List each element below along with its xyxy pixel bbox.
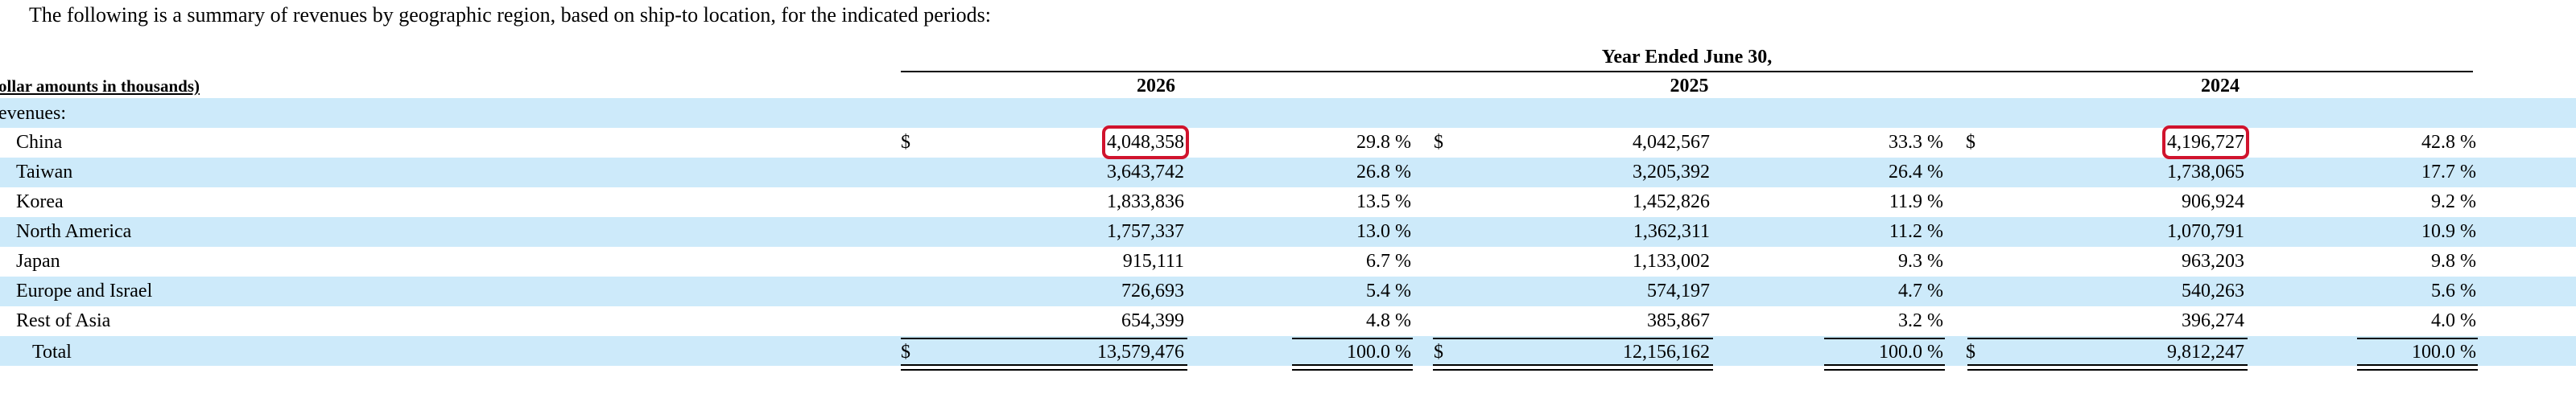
total-value: 12,156,162 (1623, 342, 1710, 363)
region-label: China (16, 132, 63, 153)
total-top-rule (1967, 338, 2248, 339)
revenue-value: 906,924 (2182, 191, 2244, 212)
total-percent: 100.0 % (2412, 342, 2476, 363)
revenue-value: 1,833,836 (1107, 191, 1184, 212)
total-pct-top-rule (2357, 338, 2478, 339)
total-double-rule (1967, 364, 2248, 371)
revenue-value: 726,693 (1121, 281, 1184, 302)
revenue-percent: 4.0 % (2431, 310, 2476, 331)
currency-symbol: $ (1966, 132, 1975, 153)
region-label: Taiwan (16, 162, 73, 183)
total-pct-double-rule (1824, 364, 1945, 371)
row-band (0, 277, 2576, 306)
total-double-rule (901, 364, 1187, 371)
revenue-percent: 9.8 % (2431, 251, 2476, 272)
revenue-value: 396,274 (2182, 310, 2244, 331)
revenue-percent: 17.7 % (2421, 162, 2476, 183)
revenue-value: 4,196,727 (2162, 125, 2249, 159)
revenue-percent: 5.6 % (2431, 281, 2476, 302)
intro-text: The following is a summary of revenues b… (29, 3, 991, 27)
total-pct-top-rule (1824, 338, 1945, 339)
region-label: North America (16, 221, 132, 242)
revenue-percent: 26.4 % (1889, 162, 1943, 183)
revenue-value: 1,757,337 (1107, 221, 1184, 242)
total-percent: 100.0 % (1347, 342, 1411, 363)
units-label: (In dollar amounts in thousands) (0, 76, 200, 96)
revenue-value: 540,263 (2182, 281, 2244, 302)
revenue-percent: 6.7 % (1366, 251, 1411, 272)
region-label: Japan (16, 251, 60, 272)
region-label: Rest of Asia (16, 310, 111, 331)
revenue-percent: 5.4 % (1366, 281, 1411, 302)
revenue-value: 3,205,392 (1633, 162, 1710, 183)
revenue-percent: 9.2 % (2431, 191, 2476, 212)
year-header-2: 2024 (2201, 76, 2240, 96)
revenue-percent: 42.8 % (2421, 132, 2476, 153)
currency-symbol: $ (901, 342, 910, 363)
total-pct-double-rule (1292, 364, 1413, 371)
revenue-value: 1,133,002 (1633, 251, 1710, 272)
total-value: 13,579,476 (1097, 342, 1184, 363)
revenue-value: 3,643,742 (1107, 162, 1184, 183)
row-band (0, 158, 2576, 187)
currency-symbol: $ (1434, 342, 1443, 363)
revenue-percent: 9.3 % (1898, 251, 1943, 272)
revenue-percent: 13.0 % (1356, 221, 1411, 242)
row-band (0, 98, 2576, 128)
revenue-percent: 11.2 % (1889, 221, 1943, 242)
revenue-percent: 26.8 % (1356, 162, 1411, 183)
revenue-percent: 33.3 % (1889, 132, 1943, 153)
revenue-value: 963,203 (2182, 251, 2244, 272)
total-top-rule (901, 338, 1187, 339)
section-label: Revenues: (0, 103, 66, 124)
period-title: Year Ended June 30, (1601, 47, 1773, 68)
currency-symbol: $ (1434, 132, 1443, 153)
region-label: Korea (16, 191, 64, 212)
revenue-percent: 4.7 % (1898, 281, 1943, 302)
revenue-value: 1,452,826 (1633, 191, 1710, 212)
period-title-rule (901, 71, 2473, 72)
total-double-rule (1433, 364, 1713, 371)
revenue-percent: 13.5 % (1356, 191, 1411, 212)
year-header-1: 2025 (1670, 76, 1709, 96)
total-pct-double-rule (2357, 364, 2478, 371)
region-label: Europe and Israel (16, 281, 153, 302)
currency-symbol: $ (901, 132, 910, 153)
revenue-value: 1,362,311 (1633, 221, 1710, 242)
total-value: 9,812,247 (2167, 342, 2244, 363)
total-top-rule (1433, 338, 1713, 339)
revenue-percent: 4.8 % (1366, 310, 1411, 331)
revenue-percent: 11.9 % (1889, 191, 1943, 212)
revenue-value: 1,738,065 (2167, 162, 2244, 183)
total-percent: 100.0 % (1879, 342, 1943, 363)
revenue-value: 385,867 (1647, 310, 1710, 331)
revenue-value: 574,197 (1647, 281, 1710, 302)
revenue-percent: 29.8 % (1356, 132, 1411, 153)
total-label: Total (32, 342, 72, 363)
revenue-value: 1,070,791 (2167, 221, 2244, 242)
row-band (0, 336, 2576, 366)
currency-symbol: $ (1966, 342, 1975, 363)
total-pct-top-rule (1292, 338, 1413, 339)
revenue-value: 4,042,567 (1633, 132, 1710, 153)
row-band (0, 217, 2576, 247)
revenue-value: 915,111 (1122, 251, 1184, 272)
revenue-percent: 10.9 % (2421, 221, 2476, 242)
revenue-value: 654,399 (1121, 310, 1184, 331)
revenue-value: 4,048,358 (1102, 125, 1189, 159)
revenue-percent: 3.2 % (1898, 310, 1943, 331)
year-header-0: 2026 (1137, 76, 1175, 96)
